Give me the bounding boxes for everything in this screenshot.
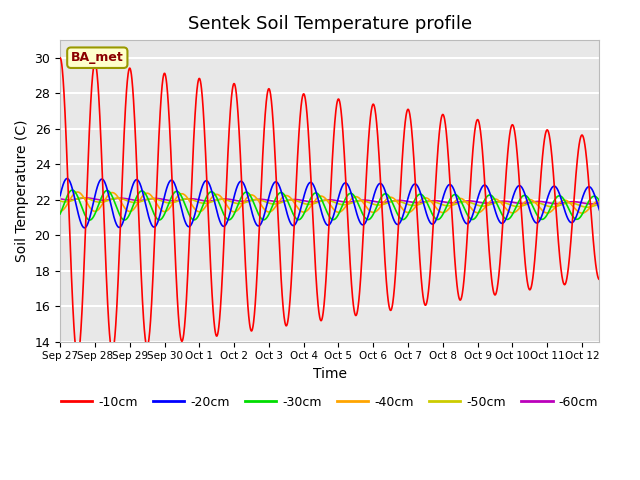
-40cm	[74, 189, 81, 195]
-10cm	[305, 130, 312, 135]
-40cm	[579, 210, 586, 216]
-60cm	[84, 195, 92, 201]
-10cm	[481, 185, 489, 191]
-10cm	[580, 136, 588, 142]
Title: Sentek Soil Temperature profile: Sentek Soil Temperature profile	[188, 15, 472, 33]
-20cm	[580, 191, 588, 196]
-50cm	[580, 204, 588, 210]
-60cm	[580, 200, 588, 206]
-60cm	[588, 201, 595, 207]
-40cm	[305, 206, 312, 212]
Line: -60cm: -60cm	[60, 198, 600, 204]
-30cm	[56, 211, 64, 217]
-50cm	[580, 204, 588, 210]
-10cm	[74, 354, 81, 360]
-10cm	[580, 137, 588, 143]
-30cm	[319, 200, 327, 205]
-60cm	[580, 200, 588, 206]
-50cm	[56, 198, 64, 204]
Line: -20cm: -20cm	[60, 179, 600, 228]
-30cm	[68, 187, 76, 193]
-60cm	[319, 198, 326, 204]
-60cm	[305, 199, 312, 204]
-40cm	[580, 210, 588, 216]
-50cm	[305, 202, 312, 207]
-20cm	[580, 190, 588, 195]
-30cm	[84, 216, 92, 222]
-40cm	[596, 198, 604, 204]
Text: BA_met: BA_met	[71, 51, 124, 64]
-40cm	[84, 202, 92, 207]
-40cm	[56, 208, 64, 214]
-20cm	[56, 192, 64, 198]
Line: -40cm: -40cm	[60, 192, 600, 213]
-20cm	[305, 181, 312, 187]
Legend: -10cm, -20cm, -30cm, -40cm, -50cm, -60cm: -10cm, -20cm, -30cm, -40cm, -50cm, -60cm	[56, 391, 604, 414]
-20cm	[81, 225, 88, 231]
Line: -30cm: -30cm	[60, 190, 600, 220]
-50cm	[79, 195, 86, 201]
-30cm	[596, 198, 604, 204]
-30cm	[580, 208, 588, 214]
Y-axis label: Soil Temperature (C): Soil Temperature (C)	[15, 120, 29, 262]
-20cm	[481, 182, 489, 188]
-60cm	[82, 195, 90, 201]
-60cm	[596, 200, 604, 206]
-40cm	[580, 210, 588, 216]
-20cm	[63, 176, 71, 181]
-40cm	[319, 193, 326, 199]
-50cm	[84, 196, 92, 202]
-50cm	[319, 198, 326, 204]
-20cm	[84, 220, 92, 226]
-30cm	[481, 196, 489, 202]
-20cm	[319, 214, 327, 220]
-10cm	[319, 313, 326, 319]
-10cm	[84, 162, 92, 168]
-50cm	[584, 204, 591, 210]
-50cm	[481, 203, 489, 209]
X-axis label: Time: Time	[313, 367, 347, 381]
-30cm	[86, 217, 93, 223]
-20cm	[596, 207, 604, 213]
-50cm	[596, 201, 604, 207]
-40cm	[481, 204, 489, 210]
-60cm	[481, 200, 489, 206]
Line: -50cm: -50cm	[60, 198, 600, 207]
-10cm	[56, 55, 64, 61]
-30cm	[305, 200, 312, 206]
-30cm	[580, 207, 588, 213]
Line: -10cm: -10cm	[60, 58, 600, 357]
-60cm	[56, 196, 64, 202]
-10cm	[596, 276, 604, 282]
